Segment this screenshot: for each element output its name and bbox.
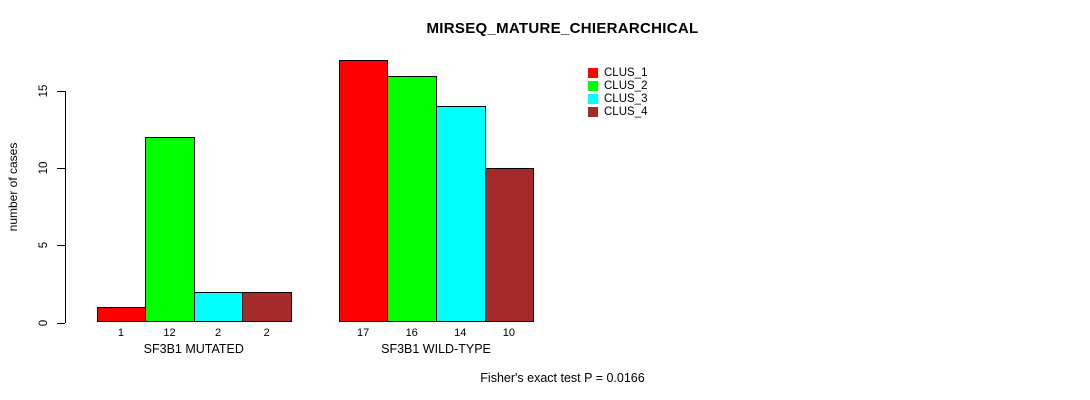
bar-clus_4-2 <box>484 168 535 323</box>
legend-item: CLUS_4 <box>588 105 647 118</box>
y-tick-label: 15 <box>38 84 50 98</box>
legend-swatch-clus_3 <box>588 93 598 104</box>
bar-clus_1-2 <box>338 60 389 323</box>
bar-value-label: 12 <box>163 327 176 339</box>
legend-item: CLUS_3 <box>588 92 647 105</box>
y-tick-label: 10 <box>38 161 50 175</box>
y-tick-mark <box>57 322 65 324</box>
legend-label: CLUS_2 <box>604 79 648 92</box>
y-tick-label: 0 <box>38 319 50 326</box>
legend-label: CLUS_1 <box>604 66 648 79</box>
bar-value-label: 10 <box>502 327 516 339</box>
legend-item: CLUS_1 <box>588 66 647 79</box>
legend-swatch-clus_1 <box>588 67 598 78</box>
legend: CLUS_1 CLUS_2 CLUS_3 CLUS_4 <box>588 66 647 118</box>
category-label: SF3B1 WILD-TYPE <box>381 342 491 356</box>
y-tick-label: 5 <box>38 242 50 249</box>
bar-value-label: 16 <box>405 327 418 339</box>
bar-clus_2-1 <box>145 137 195 323</box>
chart-title: MIRSEQ_MATURE_CHIERARCHICAL <box>426 20 699 37</box>
bar-value-label: 17 <box>356 327 370 339</box>
y-tick-mark <box>57 168 65 170</box>
bar-clus_1-1 <box>96 307 147 323</box>
legend-label: CLUS_4 <box>604 105 648 118</box>
y-tick-mark <box>57 91 65 92</box>
annotation-text: Fisher's exact test P = 0.0166 <box>480 371 645 385</box>
y-axis-label: number of cases <box>6 142 20 232</box>
y-axis-line <box>65 91 66 323</box>
bar-clus_4-1 <box>242 291 292 323</box>
legend-label: CLUS_3 <box>604 92 648 105</box>
bar-value-label: 2 <box>215 327 222 339</box>
legend-item: CLUS_2 <box>588 79 647 92</box>
bar-clus_2-2 <box>387 75 437 323</box>
y-tick-mark <box>57 245 65 247</box>
legend-swatch-clus_4 <box>588 106 598 117</box>
category-label: SF3B1 MUTATED <box>143 342 244 356</box>
bar-value-label: 1 <box>117 327 124 339</box>
bar-clus_3-1 <box>193 291 244 323</box>
bar-clus_3-2 <box>436 106 486 323</box>
bar-value-label: 2 <box>263 327 270 339</box>
bar-value-label: 14 <box>454 327 467 339</box>
legend-swatch-clus_2 <box>588 80 598 91</box>
